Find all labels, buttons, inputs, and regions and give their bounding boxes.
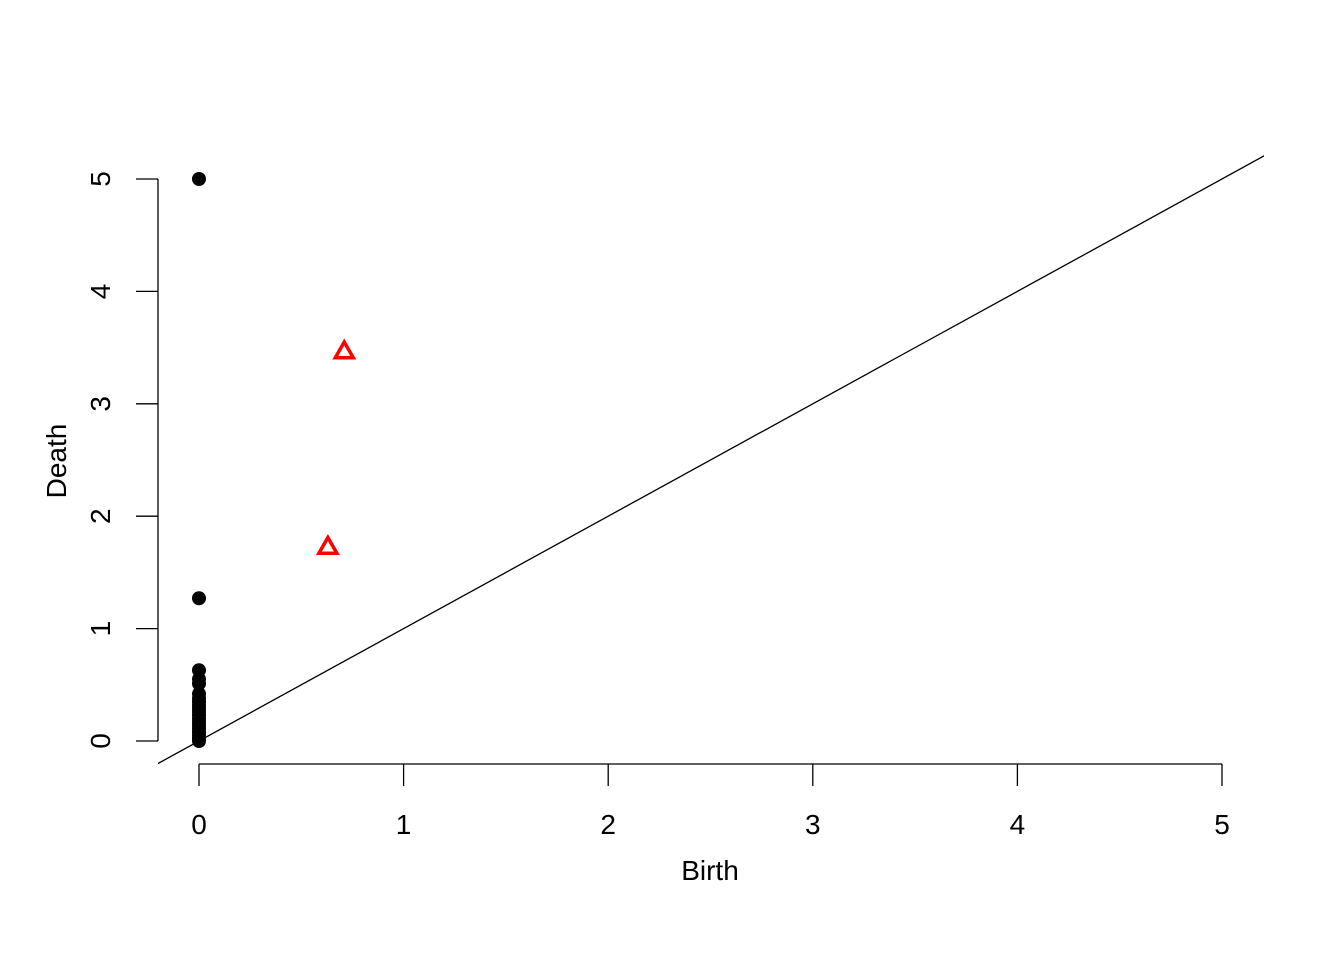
y-tick-label: 5 xyxy=(85,171,116,187)
point-dimension-1 xyxy=(315,534,340,556)
x-tick-label: 3 xyxy=(805,809,821,840)
x-axis: 0 1 2 3 4 5 xyxy=(191,763,1230,840)
x-tick-label: 5 xyxy=(1214,809,1230,840)
y-tick-label: 1 xyxy=(85,621,116,637)
x-tick-label: 4 xyxy=(1010,809,1026,840)
y-tick-label: 4 xyxy=(85,284,116,300)
point-dimension-0 xyxy=(192,734,206,748)
y-axis-title: Death xyxy=(41,424,72,499)
y-tick-label: 3 xyxy=(85,396,116,412)
data-points xyxy=(192,172,357,748)
y-tick-label: 0 xyxy=(85,733,116,749)
point-dimension-0 xyxy=(192,591,206,606)
y-axis: 0 1 2 3 4 5 xyxy=(85,171,159,749)
x-tick-label: 2 xyxy=(600,809,616,840)
y-tick-label: 2 xyxy=(85,508,116,524)
x-tick-label: 0 xyxy=(191,809,207,840)
point-dimension-1 xyxy=(332,338,357,360)
point-dimension-0 xyxy=(192,172,206,186)
point-dimension-0 xyxy=(192,676,206,691)
x-tick-label: 1 xyxy=(396,809,412,840)
diagonal-reference-line xyxy=(158,155,1264,764)
x-axis-title: Birth xyxy=(681,855,739,886)
